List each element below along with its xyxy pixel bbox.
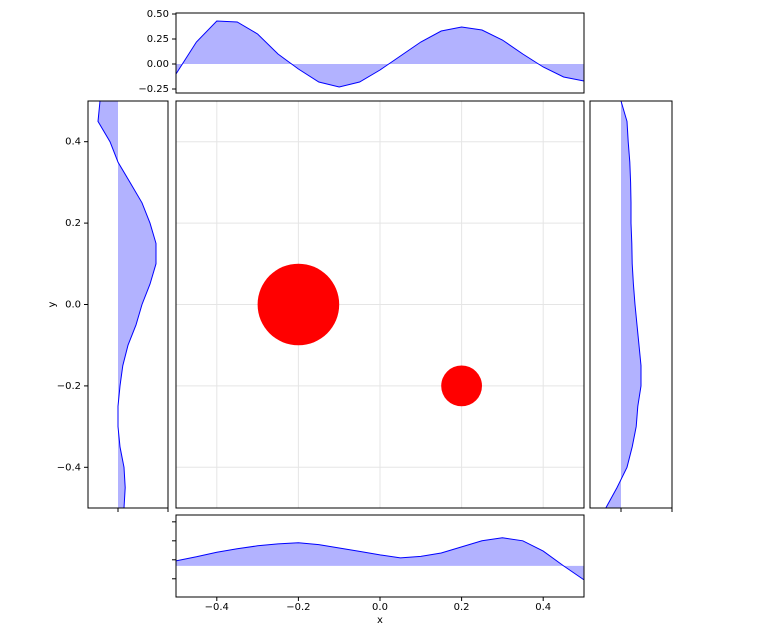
x-tick-label: 0.0 xyxy=(372,602,388,613)
y-tick-label: 0.50 xyxy=(147,9,169,20)
plot-frame xyxy=(87,100,169,509)
bubble xyxy=(441,365,482,407)
x-axis-label: x xyxy=(377,615,383,626)
y-tick-label: 0.4 xyxy=(65,137,81,148)
area xyxy=(176,21,584,87)
plot-frame xyxy=(175,12,585,94)
line xyxy=(175,20,585,88)
y-tick-label: 0.2 xyxy=(65,218,81,229)
bubble xyxy=(257,263,340,346)
x-tick-label: −0.2 xyxy=(286,602,310,613)
area xyxy=(176,537,584,580)
area xyxy=(98,101,156,508)
x-tick-label: −0.4 xyxy=(205,602,229,613)
plot-frame xyxy=(175,100,585,509)
line xyxy=(605,100,642,509)
y-tick-label: −0.4 xyxy=(57,462,81,473)
line xyxy=(175,537,585,581)
y-tick-label: 0.00 xyxy=(147,59,169,70)
y-tick-label: −0.25 xyxy=(138,84,169,95)
plot-frame xyxy=(589,100,673,509)
line xyxy=(97,100,157,509)
y-axis-label: y xyxy=(47,301,58,307)
x-tick-label: 0.4 xyxy=(535,602,551,613)
y-tick-label: −0.2 xyxy=(57,381,81,392)
y-tick-label: 0.0 xyxy=(65,300,81,311)
y-tick-label: 0.25 xyxy=(147,34,169,45)
x-tick-label: 0.2 xyxy=(454,602,470,613)
plot-frame xyxy=(175,514,585,598)
area xyxy=(605,101,641,508)
